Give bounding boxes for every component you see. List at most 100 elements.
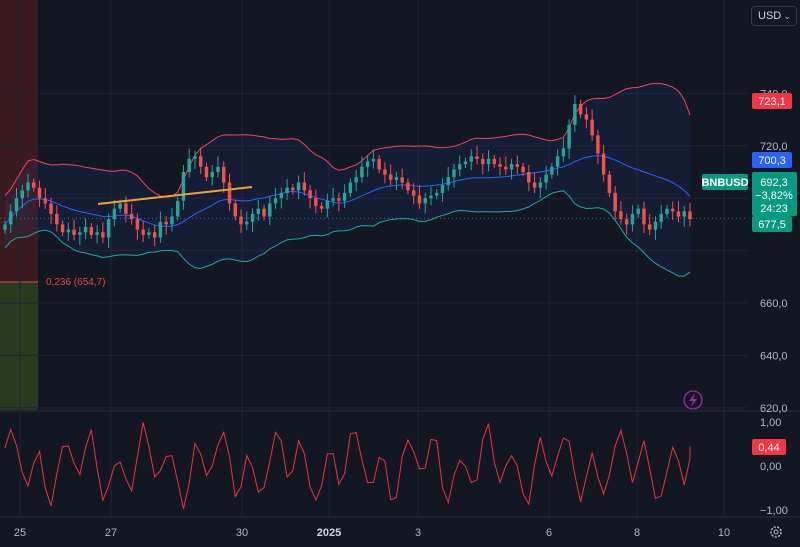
- candle: [331, 187, 335, 207]
- candle: [555, 149, 560, 176]
- candle-body: [532, 182, 537, 188]
- candle: [630, 205, 635, 232]
- candle-body: [555, 156, 560, 167]
- change-label: −3,82%: [755, 190, 793, 202]
- candle: [624, 213, 629, 235]
- lightning-icon[interactable]: [683, 390, 703, 410]
- candle: [141, 220, 145, 242]
- candle-body: [417, 195, 422, 204]
- candle-body: [504, 166, 508, 170]
- chart-icons[interactable]: [683, 390, 782, 538]
- candle-body: [544, 174, 548, 183]
- candle-body: [152, 232, 157, 238]
- candle-body: [302, 182, 307, 191]
- price-tick-label: 640,0: [760, 350, 788, 362]
- candle-body: [492, 158, 497, 165]
- candle-body: [682, 211, 686, 217]
- candle: [550, 162, 554, 179]
- candle: [671, 201, 675, 220]
- candle: [492, 154, 497, 169]
- candle: [544, 165, 548, 190]
- candle-body: [337, 198, 341, 201]
- osc-tick-label: 0,00: [760, 461, 781, 473]
- candle-body: [509, 164, 514, 170]
- candle-body: [124, 203, 128, 214]
- candle: [250, 208, 255, 232]
- candle: [377, 154, 381, 174]
- candle-body: [14, 198, 19, 212]
- currency-select[interactable]: USD ⌄: [751, 6, 797, 26]
- chart-grid: [0, 0, 800, 518]
- candle-body: [158, 221, 163, 238]
- candle: [135, 213, 140, 240]
- candle-body: [141, 229, 145, 235]
- candle-body: [429, 195, 433, 199]
- candle-body: [210, 172, 214, 178]
- candle: [388, 164, 393, 186]
- osc-tick-label: 1,00: [760, 417, 781, 429]
- lightning-ring: [683, 390, 703, 410]
- candle: [3, 220, 7, 234]
- candle: [682, 205, 686, 227]
- candle: [112, 200, 117, 227]
- candle-body: [66, 229, 71, 233]
- candle-body: [32, 182, 36, 188]
- candle: [60, 220, 65, 237]
- candle: [78, 226, 82, 246]
- candle-body: [676, 211, 681, 217]
- candle: [106, 213, 111, 248]
- candle-body: [653, 221, 658, 230]
- candle-body: [268, 203, 272, 217]
- candle-body: [567, 124, 571, 149]
- oscillator-pane: [4, 422, 691, 509]
- candle-body: [624, 219, 629, 225]
- candle-body: [60, 224, 65, 233]
- candle: [262, 204, 266, 221]
- candle: [659, 205, 663, 229]
- lower-band-label-text: 677,5: [758, 219, 786, 231]
- candle: [83, 218, 88, 240]
- candle-body: [164, 221, 168, 225]
- candle: [607, 170, 612, 197]
- candle-body: [285, 187, 289, 193]
- candle-body: [527, 172, 531, 183]
- time-tick-label: 6: [546, 527, 552, 539]
- candle-body: [78, 232, 82, 235]
- candle: [198, 147, 203, 174]
- candle-body: [671, 208, 675, 212]
- candle-body: [365, 161, 370, 167]
- candle-body: [613, 192, 617, 212]
- candle-body: [187, 158, 191, 172]
- candle: [158, 211, 163, 244]
- candle-body: [440, 185, 445, 193]
- time-tick-label: 25: [14, 527, 26, 539]
- candle: [601, 145, 606, 182]
- candle: [314, 189, 318, 214]
- candle: [187, 148, 191, 178]
- trendline[interactable]: [97, 186, 253, 205]
- candle-body: [659, 213, 663, 222]
- candle: [596, 129, 600, 164]
- gear-icon[interactable]: [770, 526, 782, 538]
- candle-body: [262, 208, 266, 217]
- candle: [429, 186, 433, 206]
- oscillator-value-label-bg: [752, 439, 786, 455]
- candle: [532, 172, 537, 194]
- candle-body: [515, 164, 520, 167]
- candle-body: [147, 232, 151, 235]
- candle-body: [578, 103, 583, 115]
- candle: [20, 184, 24, 209]
- candle-body: [245, 221, 249, 225]
- candle-body: [377, 158, 381, 170]
- candle-body: [106, 219, 111, 238]
- candle-body: [371, 158, 376, 162]
- candle: [423, 192, 427, 214]
- candle-body: [458, 164, 462, 170]
- candle: [239, 209, 243, 234]
- osc-tick-label: −1,00: [760, 505, 788, 517]
- candle: [129, 203, 134, 225]
- bollinger-lower: [4, 190, 691, 277]
- symbol-label-bg: [702, 174, 748, 190]
- candle: [210, 164, 214, 186]
